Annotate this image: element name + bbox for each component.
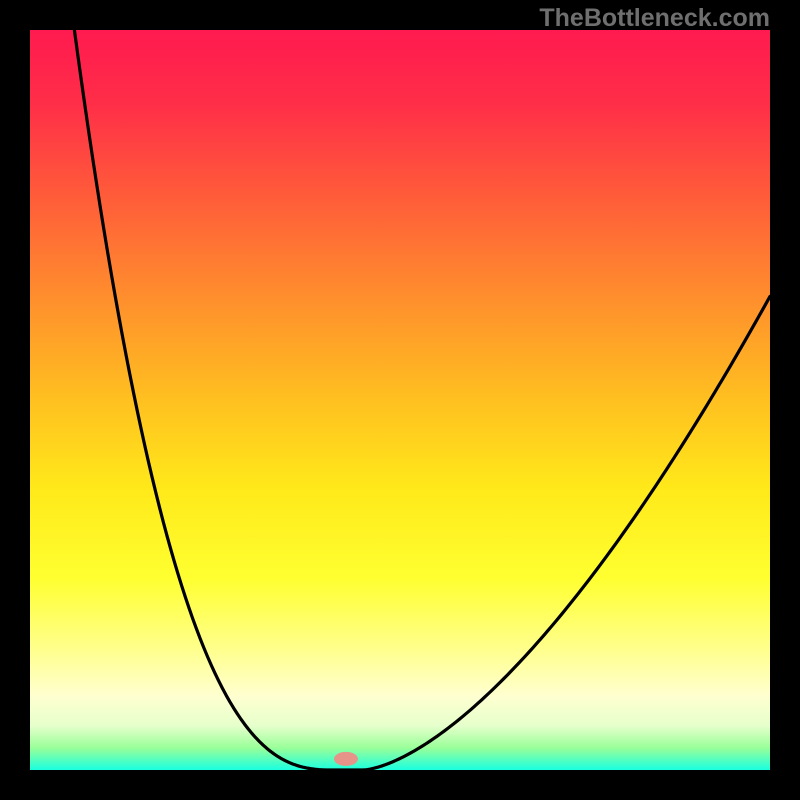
valley-marker: [334, 752, 358, 766]
chart-svg: [0, 0, 800, 800]
watermark-text: TheBottleneck.com: [539, 4, 770, 33]
bottleneck-curve: [74, 30, 770, 770]
chart-root: TheBottleneck.com: [0, 0, 800, 800]
